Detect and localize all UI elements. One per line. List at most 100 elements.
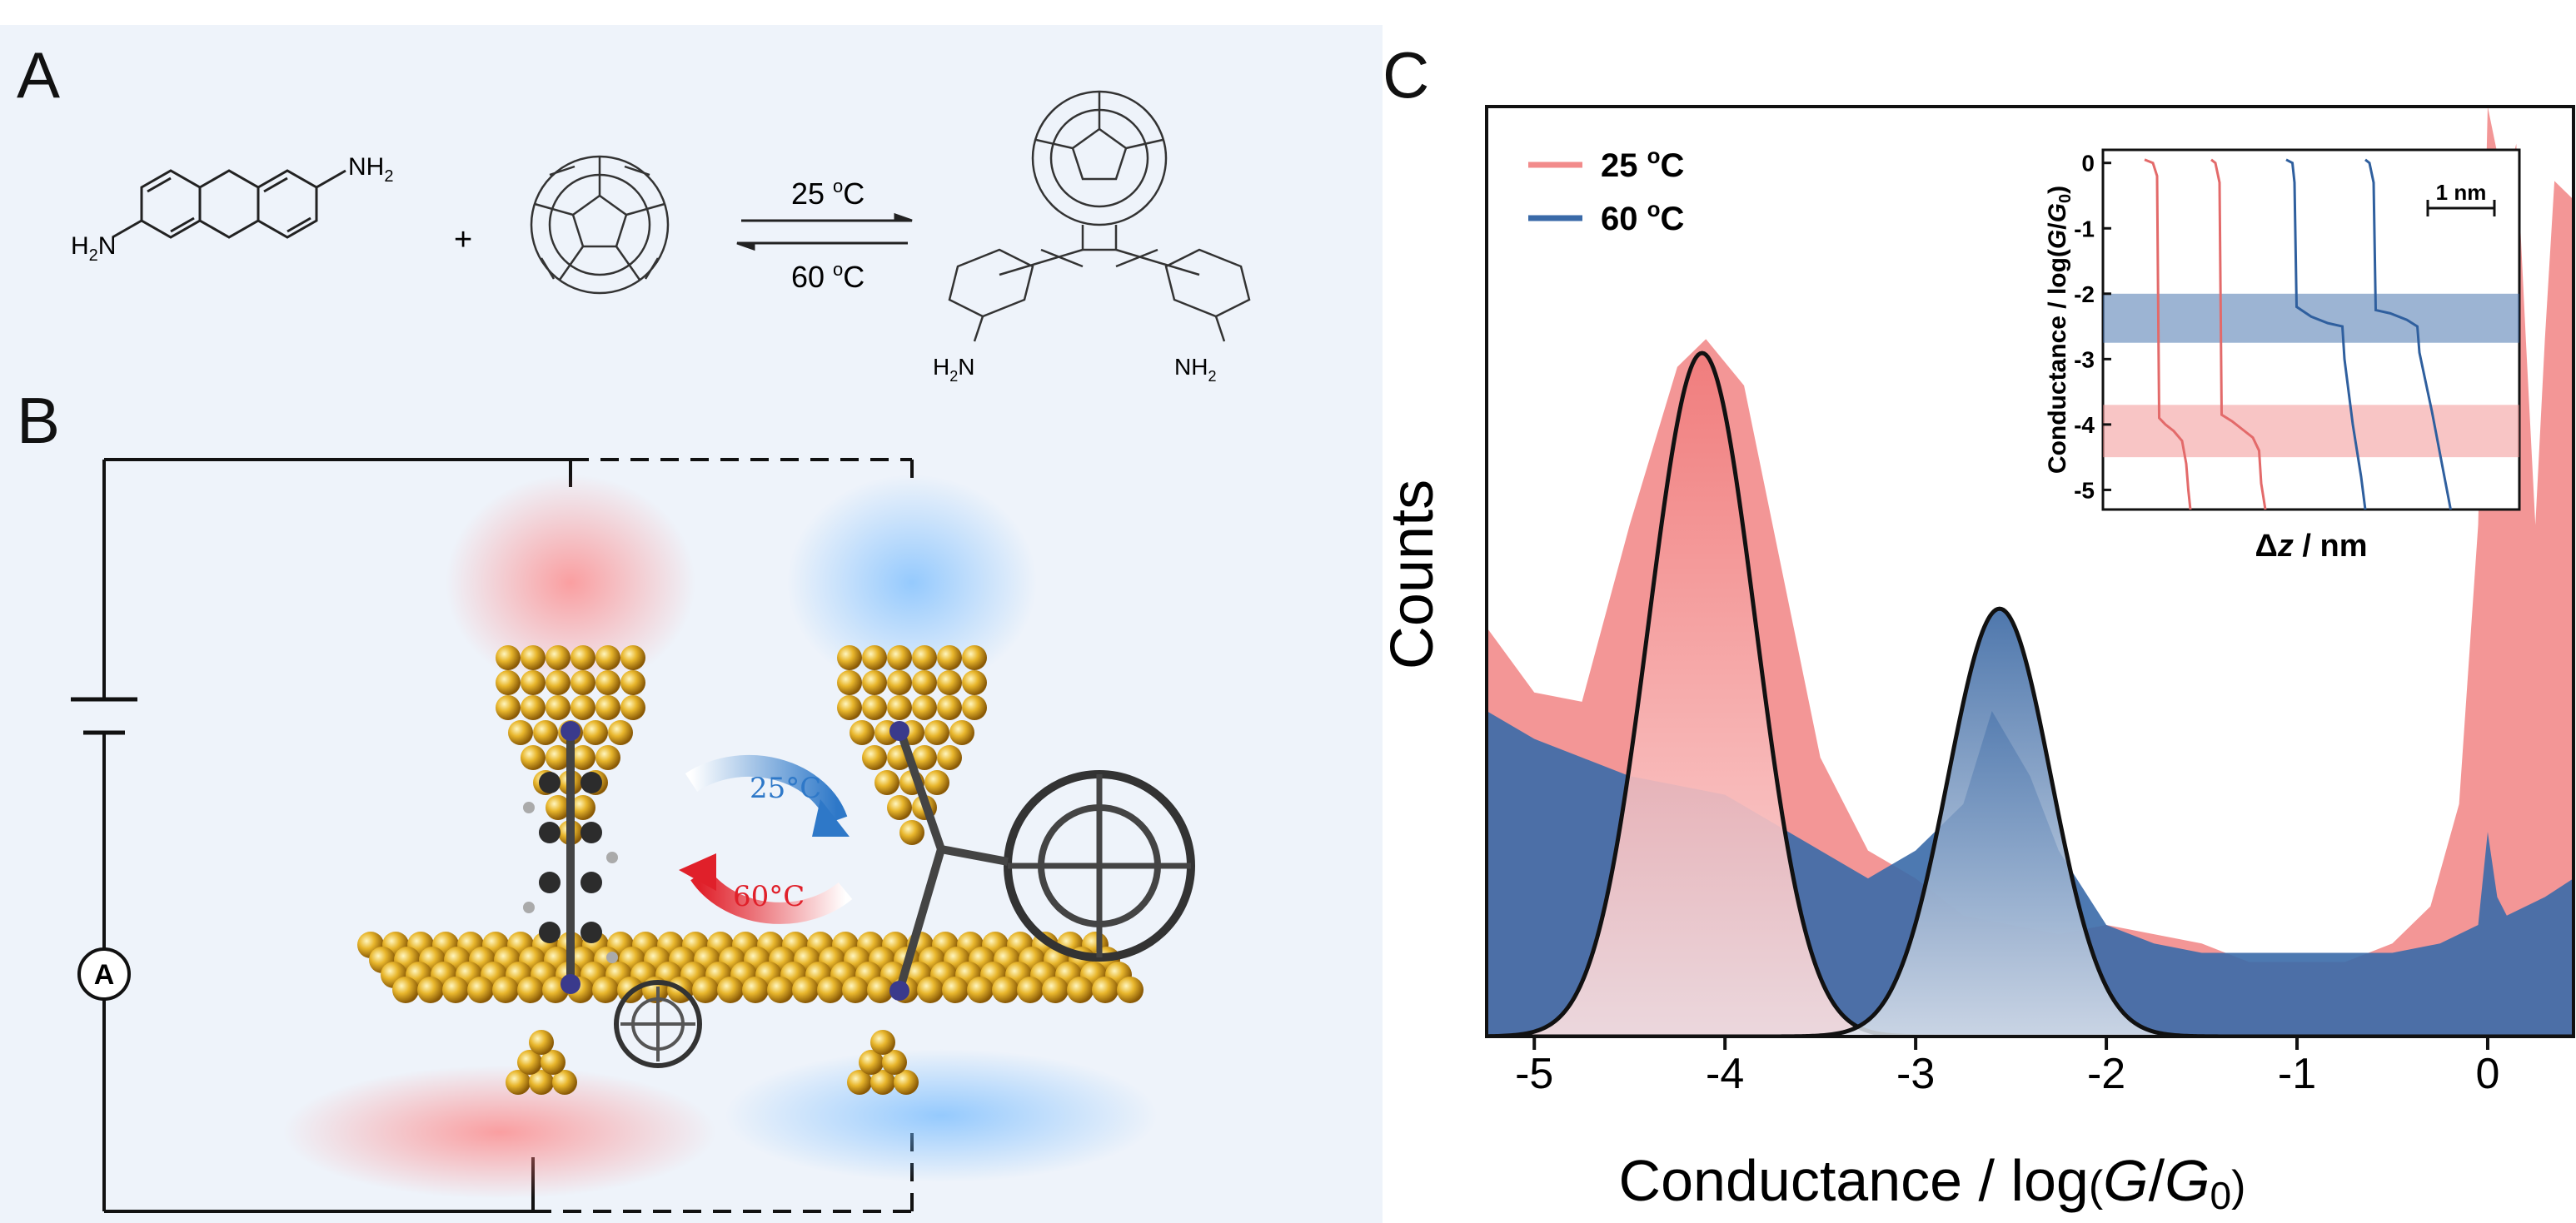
gold-atom xyxy=(546,695,571,720)
gold-atom xyxy=(592,977,619,1003)
gold-atom xyxy=(546,745,571,770)
gold-atom xyxy=(767,977,794,1003)
gold-atom xyxy=(1017,977,1044,1003)
gold-atom xyxy=(742,977,769,1003)
gold-atom xyxy=(917,977,944,1003)
substrate-glow-red xyxy=(283,1066,716,1199)
product-left-amine: H2N xyxy=(933,354,974,383)
legend-label-60c: 60 oC xyxy=(1601,196,1684,237)
fit-60c-area xyxy=(1487,609,2574,1037)
cycle-arrow-blue-head xyxy=(812,799,850,837)
gold-atom xyxy=(924,770,949,795)
tip-glow-red xyxy=(446,475,695,691)
adduct-product-structure xyxy=(948,90,1251,342)
temperature-cycle: 25°C 60°C xyxy=(679,754,853,924)
gold-atom xyxy=(717,977,744,1003)
gold-atom xyxy=(492,977,519,1003)
gold-atom xyxy=(847,1070,872,1095)
forward-condition: 25 oC xyxy=(791,176,864,211)
gold-atom xyxy=(937,745,962,770)
x-tick-label: 0 xyxy=(2476,1050,2500,1098)
junction-schematic: A xyxy=(71,458,1195,1213)
fit-25c-curve xyxy=(1487,350,2574,1037)
gold-atom xyxy=(912,745,937,770)
x-tick-label: -5 xyxy=(1515,1050,1553,1098)
x-tick-label: -2 xyxy=(2087,1050,2125,1098)
gold-atom xyxy=(442,977,469,1003)
gold-atom xyxy=(546,670,571,695)
gold-atom xyxy=(842,977,869,1003)
gold-atom xyxy=(912,695,937,720)
gold-atom xyxy=(521,645,546,670)
reverse-condition: 60 oC xyxy=(791,259,864,294)
gold-atom xyxy=(837,645,862,670)
tip-glow-blue xyxy=(787,475,1037,691)
gold-atom xyxy=(608,720,633,745)
legend-label-25c: 25 oC xyxy=(1601,143,1684,184)
reaction-scheme: NH2 H2N + 25 oC 60 oC H2N NH2 xyxy=(71,90,1251,383)
gold-atom xyxy=(887,670,912,695)
gold-atom xyxy=(517,977,544,1003)
gold-atom xyxy=(417,977,444,1003)
gold-atom xyxy=(899,820,924,845)
gold-atom xyxy=(571,645,595,670)
amine-top-label: NH2 xyxy=(348,153,393,186)
gold-atom xyxy=(595,670,620,695)
legend-entry-60c: 60 oC xyxy=(1528,196,1684,237)
gold-atom xyxy=(837,695,862,720)
x-tick-label: -1 xyxy=(2278,1050,2316,1098)
gold-atom xyxy=(620,695,645,720)
gold-atom xyxy=(862,745,887,770)
gold-atom xyxy=(1042,977,1069,1003)
svg-text:A: A xyxy=(94,959,115,991)
gold-atom xyxy=(962,695,987,720)
gold-atom xyxy=(392,977,419,1003)
gold-atom xyxy=(496,695,521,720)
inset-plot-area xyxy=(2103,158,2519,510)
gold-atom xyxy=(529,1070,554,1095)
gold-atom xyxy=(887,695,912,720)
inset-trace xyxy=(2364,158,2452,510)
gold-atom xyxy=(942,977,969,1003)
legend: 25 oC 60 oC xyxy=(1528,143,1684,237)
gold-atom xyxy=(937,645,962,670)
gold-atom xyxy=(862,695,887,720)
gold-atom xyxy=(533,720,558,745)
inset-y-tick-label: -3 xyxy=(2074,346,2095,372)
inset-y-label: Conductance / log(G/G0) xyxy=(2044,186,2075,474)
x-axis-ticks: -5 -4 -3 -2 -1 0 xyxy=(1515,1037,2499,1098)
gold-atom xyxy=(571,695,595,720)
gold-atom xyxy=(962,670,987,695)
plot-frame xyxy=(1485,105,2575,1038)
inset-y-tick-label: -1 xyxy=(2074,216,2095,241)
gold-atom xyxy=(887,645,912,670)
gold-atom xyxy=(874,770,899,795)
cycle-arrow-red-head xyxy=(679,853,716,891)
x-tick-label: -4 xyxy=(1706,1050,1744,1098)
substrate-glow-blue xyxy=(725,1049,1158,1182)
gold-atom xyxy=(1117,977,1144,1003)
gold-atom xyxy=(571,795,595,820)
gold-atom xyxy=(521,670,546,695)
battery-icon xyxy=(71,697,137,735)
gold-atom xyxy=(595,645,620,670)
amine-bottom-label: H2N xyxy=(71,232,116,265)
scale-bar-label: 1 nm xyxy=(2436,180,2487,205)
inset-trace xyxy=(2210,158,2267,510)
gold-atom xyxy=(792,977,819,1003)
gold-atom xyxy=(817,977,844,1003)
gold-atom xyxy=(571,745,595,770)
gold-atom xyxy=(937,695,962,720)
histogram-plot-area xyxy=(1487,107,2574,1037)
gold-atom xyxy=(894,1070,919,1095)
plus-sign: + xyxy=(454,222,472,257)
gold-atom xyxy=(862,670,887,695)
gold-atom xyxy=(496,670,521,695)
fit-25c-area xyxy=(1487,353,2574,1037)
inset-y-tick-label: -2 xyxy=(2074,281,2095,307)
gold-atom xyxy=(837,670,862,695)
gold-atom xyxy=(1092,977,1119,1003)
gold-atom xyxy=(595,695,620,720)
fit-60c-curve xyxy=(1487,606,2574,1037)
conductance-histogram: -5 -4 -3 -2 -1 0 Counts Conductance / log(G/G… xyxy=(1383,105,2575,1217)
